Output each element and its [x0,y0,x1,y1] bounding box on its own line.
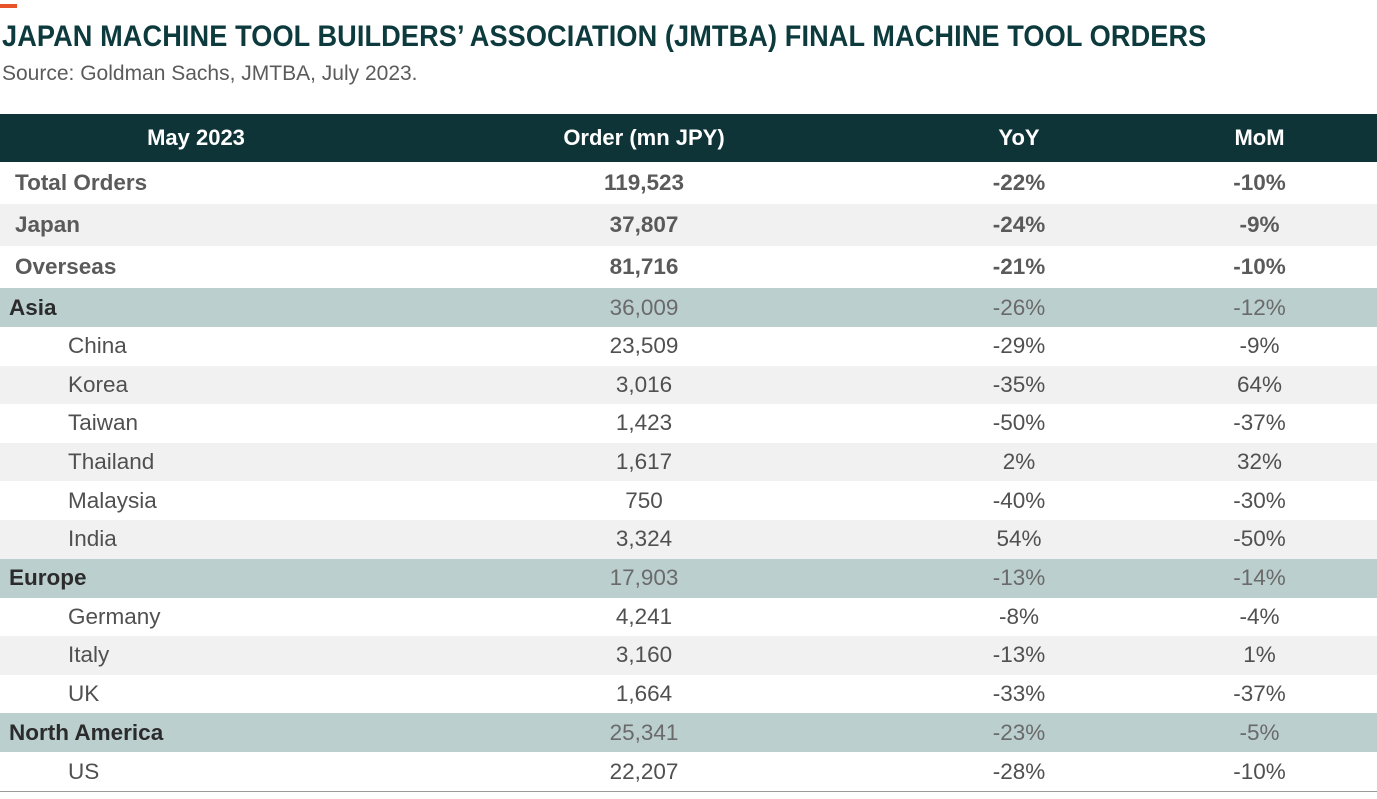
cell-order: 3,160 [392,636,896,675]
header-row: May 2023 Order (mn JPY) YoY MoM [0,114,1377,162]
cell-yoy: -28% [992,758,1046,784]
cell-label: Asia [0,288,392,327]
cell-yoy: -13% [896,636,1142,675]
cell-order: 23,509 [609,333,679,359]
accent-bar [0,4,17,8]
table-row-korea: Korea 3,016 -35% 64% [0,365,1377,405]
cell-label: Korea [0,365,392,405]
table-row-italy: Italy 3,160 -13% 1% [0,636,1377,675]
cell-mom: -10% [1233,758,1286,784]
table-row-us: US 22,207 -28% -10% [0,752,1377,791]
cell-yoy: -33% [992,681,1046,707]
table-row-malaysia: Malaysia 750 -40% -30% [0,481,1377,520]
cell-yoy: -21% [992,254,1046,279]
cell-order: 1,664 [615,681,673,707]
cell-label: Thailand [0,442,392,482]
cell-label: Total Orders [15,170,148,195]
cell-order: 22,207 [609,758,679,784]
cell-mom: -10% [1233,254,1286,279]
cell-yoy: -13% [896,558,1142,598]
table-row-china: China 23,509 -29% -9% [0,327,1377,366]
orders-table: May 2023 Order (mn JPY) YoY MoM Total Or… [0,114,1377,791]
cell-mom: -5% [1142,713,1377,753]
table-row-taiwan: Taiwan 1,423 -50% -37% [0,404,1377,443]
cell-yoy: -50% [992,410,1046,436]
table-row-uk: UK 1,664 -33% -37% [0,675,1377,714]
cell-yoy: -26% [896,288,1142,327]
cell-order: 3,324 [392,519,896,559]
cell-label: Italy [0,636,392,675]
cell-yoy: -24% [896,204,1142,246]
cell-label: North America [0,713,392,753]
cell-mom: -30% [1233,487,1286,513]
cell-mom: -12% [1142,288,1377,327]
cell-mom: -4% [1239,603,1280,629]
table-row-thailand: Thailand 1,617 2% 32% [0,442,1377,482]
column-header-mom: MoM [1142,114,1377,162]
cell-mom: 32% [1142,442,1377,482]
table-row-germany: Germany 4,241 -8% -4% [0,598,1377,637]
cell-order: 36,009 [392,288,896,327]
chart-title: JAPAN MACHINE TOOL BUILDERS’ ASSOCIATION… [2,20,1207,53]
cell-yoy: -8% [998,603,1039,629]
column-header-period: May 2023 [0,114,392,162]
cell-label: Europe [0,558,392,598]
cell-yoy: 2% [896,442,1142,482]
cell-yoy: -29% [992,333,1046,359]
cell-order: 119,523 [603,170,685,195]
table-body: Total Orders 119,523 -22% -10% Japan 37,807 -2… [0,162,1377,791]
cell-order: 17,903 [392,558,896,598]
column-header-yoy: YoY [896,114,1142,162]
table-row-india: India 3,324 54% -50% [0,519,1377,559]
cell-label: Malaysia [68,487,157,513]
table-row-japan: Japan 37,807 -24% -9% [0,204,1377,246]
chart-source: Source: Goldman Sachs, JMTBA, July 2023. [2,62,418,85]
cell-label: US [68,758,100,784]
cell-mom: -50% [1142,519,1377,559]
cell-mom: -14% [1142,558,1377,598]
cell-label: Germany [68,603,161,629]
cell-mom: -9% [1239,333,1280,359]
cell-yoy: 54% [896,519,1142,559]
cell-label: UK [68,681,100,707]
cell-yoy: -35% [896,365,1142,405]
cell-label: India [0,519,392,559]
cell-mom: -10% [1233,170,1286,195]
cell-order: 4,241 [615,603,673,629]
cell-mom: -37% [1233,681,1286,707]
cell-order: 81,716 [609,254,679,279]
table-row-asia: Asia 36,009 -26% -12% [0,288,1377,327]
cell-mom: 1% [1142,636,1377,675]
cell-yoy: -22% [992,170,1046,195]
table-row-north-america: North America 25,341 -23% -5% [0,713,1377,753]
cell-order: 750 [625,487,663,513]
column-header-order: Order (mn JPY) [392,114,896,162]
cell-label: Overseas [15,254,117,279]
cell-mom: -37% [1233,410,1286,436]
cell-yoy: -23% [896,713,1142,753]
cell-label: Taiwan [68,410,139,436]
cell-order: 37,807 [392,204,896,246]
bottom-rule [0,791,1377,792]
cell-mom: 64% [1142,365,1377,405]
cell-yoy: -40% [992,487,1046,513]
cell-order: 1,617 [392,442,896,482]
table-row-total-orders: Total Orders 119,523 -22% -10% [0,162,1377,204]
cell-order: 1,423 [615,410,673,436]
cell-order: 25,341 [392,713,896,753]
cell-label: China [68,333,127,359]
table-row-europe: Europe 17,903 -13% -14% [0,558,1377,598]
cell-order: 3,016 [392,365,896,405]
cell-mom: -9% [1142,204,1377,246]
table-row-overseas: Overseas 81,716 -21% -10% [0,246,1377,288]
cell-label: Japan [0,204,392,246]
